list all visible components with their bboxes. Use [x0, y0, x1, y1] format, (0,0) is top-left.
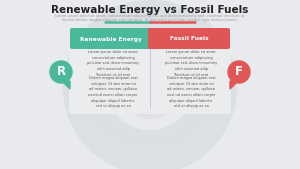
- Circle shape: [50, 61, 72, 83]
- Text: Lorem ipsum dolor sit amet,
consectetuer adipiscing
pulvinar sed, diam nonummy
n: Lorem ipsum dolor sit amet, consectetuer…: [165, 50, 217, 77]
- FancyBboxPatch shape: [70, 28, 152, 49]
- Text: Lorem ipsum dolor sit amet,
consectetuer adipiscing
pulvinar sed, diam nonummy
n: Lorem ipsum dolor sit amet, consectetuer…: [87, 50, 139, 77]
- Text: Renewable Energy: Renewable Energy: [80, 37, 142, 42]
- Polygon shape: [230, 81, 237, 89]
- Text: Dolore magna aliquam erat
volutpat. Ut wisi enim mi
ad minim, veniam, qulluise
n: Dolore magna aliquam erat volutpat. Ut w…: [88, 76, 138, 108]
- Text: R: R: [56, 65, 66, 78]
- Text: laoreet dolore magna aliquam erat volutpat. Ut wisi enim ad minim veniam, quis n: laoreet dolore magna aliquam erat volutp…: [62, 18, 238, 21]
- Text: Renewable Energy vs Fossil Fuels: Renewable Energy vs Fossil Fuels: [51, 5, 249, 15]
- Text: Dolore magna aliquam erat
volutpat. Ut wisi enim mi
ad minim, veniam, qulluise
n: Dolore magna aliquam erat volutpat. Ut w…: [167, 76, 215, 108]
- FancyBboxPatch shape: [69, 30, 231, 114]
- Bar: [72, 43, 150, 47]
- FancyBboxPatch shape: [148, 28, 230, 49]
- Bar: [150, 43, 228, 47]
- Text: Lorem ipsum dolor sit amet, consectetuer adipiscing elit, sed diam nonummy nibh : Lorem ipsum dolor sit amet, consectetuer…: [55, 14, 245, 18]
- Text: Fossil Fuels: Fossil Fuels: [170, 37, 208, 42]
- Text: F: F: [235, 65, 243, 78]
- Circle shape: [228, 61, 250, 83]
- Bar: [72, 34, 228, 48]
- Polygon shape: [63, 81, 70, 89]
